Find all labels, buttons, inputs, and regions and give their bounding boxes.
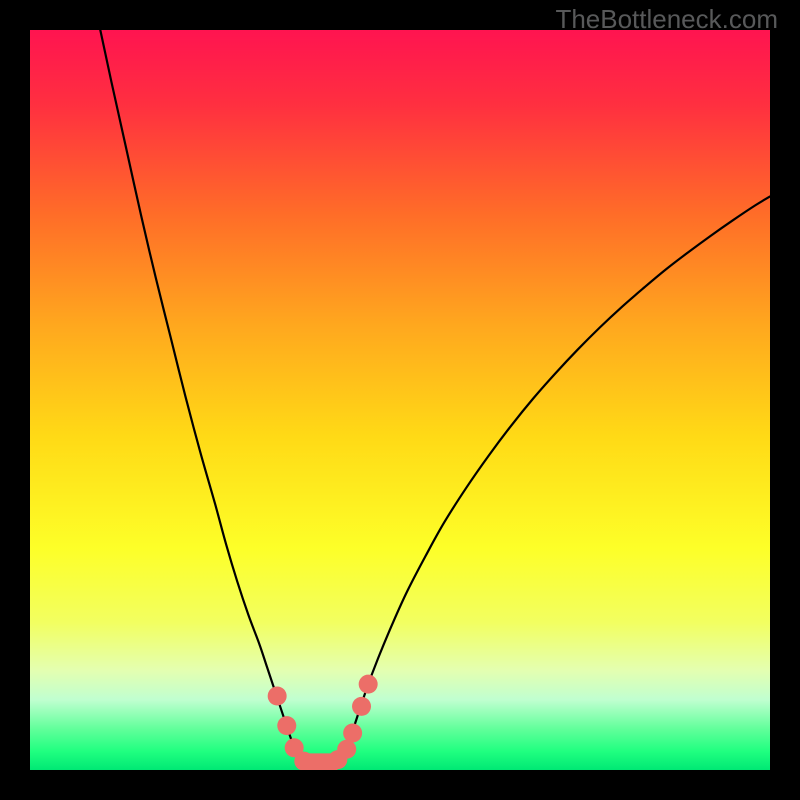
chart-frame: [0, 0, 800, 800]
data-marker: [352, 697, 371, 716]
curves-layer: [30, 30, 770, 770]
data-marker: [343, 724, 362, 743]
plot-area: [30, 30, 770, 770]
data-marker: [277, 716, 296, 735]
data-marker: [337, 740, 356, 759]
curve-left: [100, 30, 300, 766]
data-marker: [359, 675, 378, 694]
data-marker: [268, 687, 287, 706]
curve-right: [341, 197, 770, 767]
source-watermark: TheBottleneck.com: [555, 4, 778, 35]
